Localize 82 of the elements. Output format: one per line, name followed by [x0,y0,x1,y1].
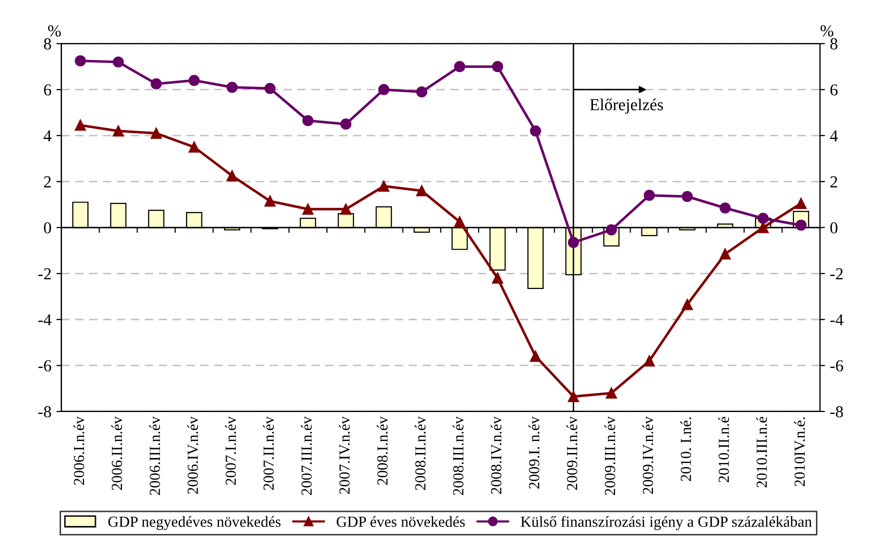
point [720,248,731,260]
point [188,74,200,86]
x-tick-label: 2006.II.n.év [111,416,122,490]
y2-tick-label: 6 [830,84,838,96]
x-tick-label: 2007.II.n.év [263,416,274,490]
point [492,61,504,72]
x-tick-label: 2007.IV.n.év [338,416,350,494]
point [378,84,390,96]
point [264,196,276,207]
point [378,180,390,192]
y2-tick-label: -2 [830,268,843,280]
x-tick-label: 2008.IV.n.év [490,416,502,494]
x-tick-label: 2007.I.n.év [225,416,236,485]
x-tick-label: 2008.I.n.év [376,416,388,485]
point [606,388,617,399]
x-tick-label: 2009.III.n.év [604,416,616,495]
point [644,355,655,366]
point [150,128,162,139]
point [340,204,352,215]
x-tick-label: 2010.II.n.é [718,416,730,482]
y-tick-label: -4 [38,314,52,326]
point [150,78,162,90]
point [492,272,504,284]
x-tick-label: 2009.I. n.év [528,416,540,489]
y-tick-label: 8 [44,38,52,50]
point [795,198,807,209]
y-tick-label: 6 [44,84,52,96]
point [226,170,238,182]
x-tick-label: 2010.III.n.é [756,416,767,488]
y2-tick-label: -6 [830,360,844,372]
point [74,55,86,66]
point [74,120,86,131]
x-tick-label: 2009.II.n.év [566,416,578,490]
legend-label: Külső finanszírozási igény a GDP százalékában [520,516,812,530]
x-tick-label: 2006.III.n.év [149,416,160,495]
point [340,118,352,130]
point [188,142,200,153]
point [112,125,124,137]
y2-tick-label: -8 [830,406,843,418]
y-tick-label: -2 [38,268,51,280]
y2-tick-label: 8 [830,38,838,50]
point [682,299,693,310]
point [720,202,731,214]
annotation: Előrejelzés [590,98,663,114]
legend-label: GDP negyedéves növekedés [108,516,281,530]
x-tick-label: 2007.III.n.év [300,416,312,495]
y2-tick-label: -4 [830,314,844,326]
point [454,61,466,72]
point [226,82,238,93]
point [568,236,580,248]
y2-tick-label: 4 [830,130,838,142]
x-tick-label: 2008.III.n.év [452,416,464,495]
y-tick-label: 4 [44,130,52,142]
x-tick-label: 2006.IV.n.év [187,416,198,494]
point [302,115,314,126]
y2-tick-label: 2 [830,176,838,188]
point [416,185,428,196]
point [264,82,276,94]
x-tick-label: 2009.IV.n.év [642,416,654,494]
x-tick-label: 2010. I.né. [680,417,692,482]
point [302,204,314,215]
y-tick-label: -6 [38,360,52,372]
point [568,390,580,402]
point [112,56,124,68]
y2-axis-title: % [820,25,834,37]
point [606,224,617,236]
point [758,212,769,224]
x-tick-label: 2010IV.n.é. [794,417,805,486]
x-tick-label: 2006.I.n.év [73,416,84,485]
y-tick-label: 2 [44,176,51,188]
legend-label: GDP éves növekedés [336,516,465,527]
point [416,86,428,98]
y-axis-title: % [48,25,61,37]
x-tick-label: 2008.II.n.év [414,416,426,490]
point [530,350,542,362]
point [644,190,655,201]
point [682,190,693,202]
y-tick-label: -8 [38,406,52,418]
point [454,216,466,228]
point [530,125,542,137]
y2-tick-label: 0 [830,222,838,234]
y-tick-label: 0 [44,222,52,234]
